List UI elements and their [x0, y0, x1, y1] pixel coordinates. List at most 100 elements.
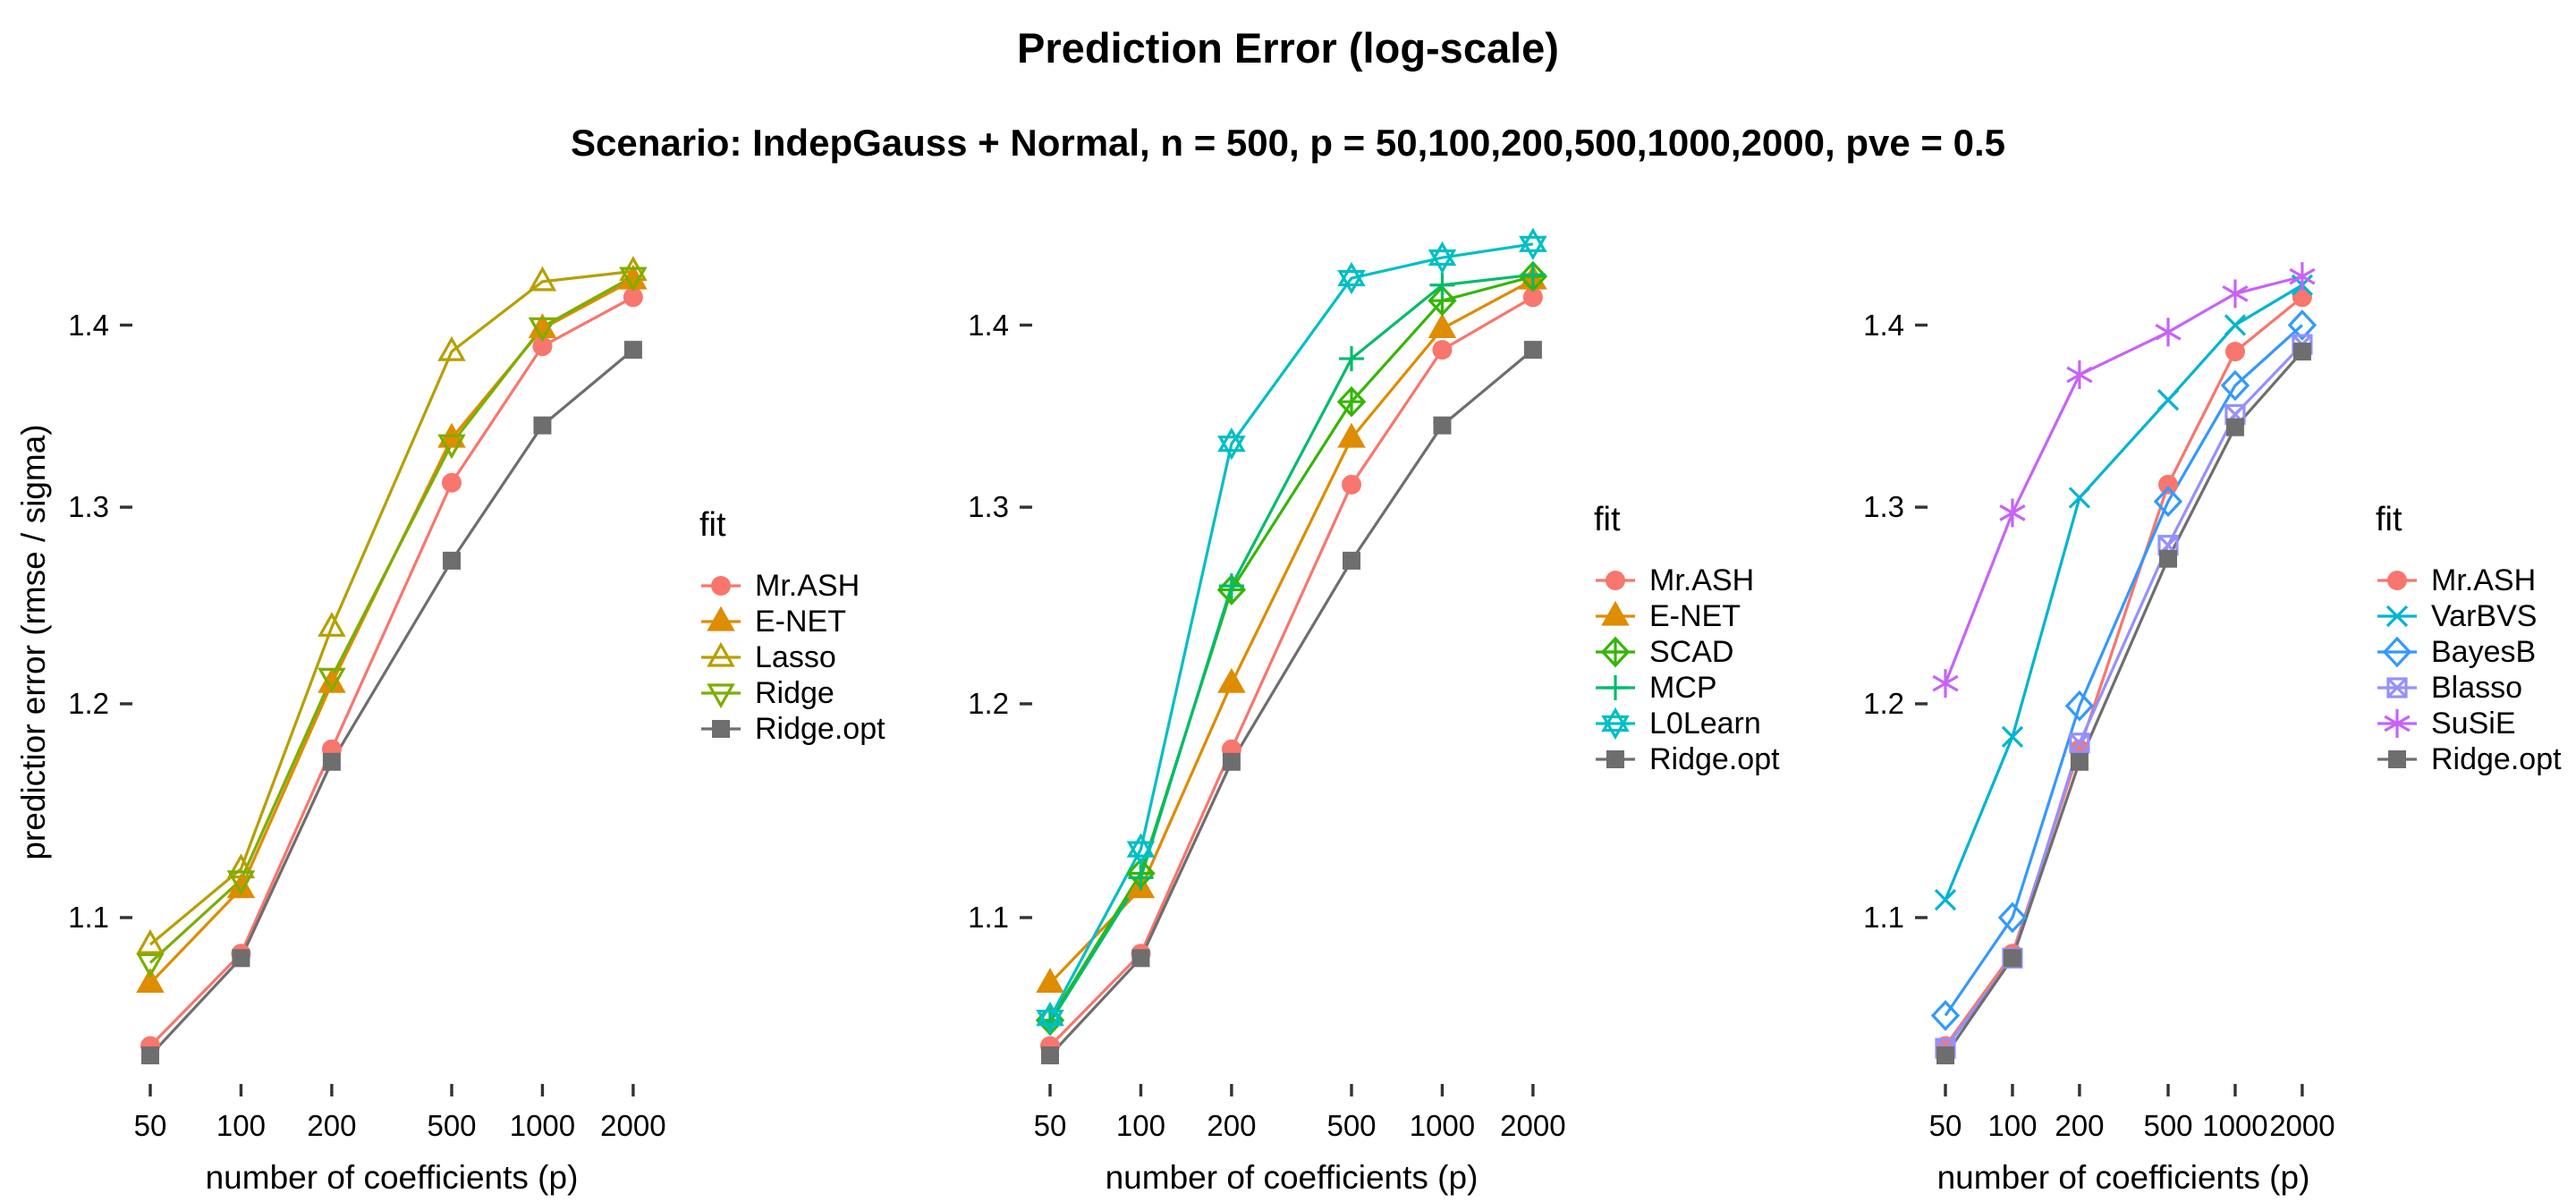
series-line-Mr.ASH	[148, 295, 634, 1047]
marker-triangle-down-open	[528, 317, 557, 343]
legend-items: Mr.ASH VarBVS BayesB Blasso SuSiE Ridge.opt	[2376, 563, 2562, 777]
series-line-Ridge	[148, 275, 634, 964]
marker-triangle-filled	[136, 968, 165, 993]
x-tick-label: 50	[1928, 1109, 1962, 1142]
legend-item-Lasso: Lasso	[699, 639, 886, 675]
x-axis-title-left: number of coefficients (p)	[205, 1159, 579, 1196]
marker-square-filled	[533, 416, 552, 435]
marker-asterisk6	[2289, 262, 2316, 292]
marker-square-filled	[1936, 1046, 1954, 1065]
series-line-Ridge.opt	[148, 348, 634, 1057]
legend-title: fit	[2376, 501, 2402, 538]
marker-asterisk6	[1999, 498, 2026, 528]
marker-star6-open	[1126, 833, 1156, 866]
legend-key-triangle-down-open-icon	[701, 683, 741, 709]
legend-item-VarBVS: VarBVS	[2376, 598, 2562, 634]
x-tick-label: 2000	[600, 1109, 666, 1142]
series-line-E-NET	[1048, 278, 1534, 985]
marker-triangle-down-open	[437, 434, 466, 460]
marker-star6-open	[1428, 241, 1457, 275]
marker-square-x-open	[2069, 732, 2090, 754]
marker-asterisk6	[1932, 669, 1959, 698]
marker-circle-filled	[2292, 287, 2312, 308]
marker-star6-open	[1036, 1001, 1064, 1035]
marker-triangle-filled	[707, 605, 735, 631]
series-line-SCAD	[1048, 275, 1534, 1021]
legend-item-Mr.ASH: Mr.ASH	[2376, 563, 2562, 598]
marker-square-filled	[2292, 343, 2311, 361]
marker-square-x-open	[2386, 677, 2408, 698]
legend-items: Mr.ASH E-NET Lasso Ridge Ridge.opt	[699, 568, 886, 747]
marker-diamond-open	[1997, 902, 2028, 934]
marker-plus	[1429, 272, 1455, 298]
marker-triangle-open	[707, 641, 735, 667]
marker-diamond-plus	[1600, 636, 1631, 668]
legend-item-label: VarBVS	[2431, 598, 2538, 633]
marker-x	[2157, 389, 2180, 411]
marker-triangle-open	[136, 928, 165, 954]
marker-x	[2385, 605, 2409, 628]
marker-diamond-open	[2220, 369, 2250, 402]
y-tick-label: 1.4	[1863, 308, 1904, 342]
marker-square-filled	[1433, 416, 1452, 435]
x-tick-label: 200	[2055, 1109, 2105, 1142]
legend-right: fit Mr.ASH VarBVS BayesB Blasso SuSiE Ridge.o…	[2376, 501, 2562, 777]
marker-circle-filled	[623, 287, 643, 308]
marker-square-filled	[232, 949, 250, 968]
legend-item-Ridge.opt: Ridge.opt	[2376, 741, 2562, 777]
x-axis-title-right: number of coefficients (p)	[1936, 1159, 2310, 1196]
marker-square-filled	[1606, 750, 1624, 768]
marker-triangle-down-open	[226, 870, 256, 896]
marker-plus	[1128, 865, 1154, 891]
series-line-Lasso	[148, 269, 634, 946]
legend-item-label: Lasso	[755, 639, 836, 674]
marker-square-filled	[712, 720, 730, 738]
legend-left: fit Mr.ASH E-NET Lasso Ridge Ridge.opt	[699, 506, 886, 747]
legend-item-label: Ridge.opt	[1649, 741, 1780, 776]
x-tick-label: 500	[1326, 1109, 1377, 1142]
marker-triangle-filled	[1337, 422, 1366, 448]
x-tick-label: 100	[216, 1109, 266, 1142]
y-tick-label: 1.1	[1863, 900, 1904, 934]
x-tick-label: 50	[133, 1109, 167, 1142]
y-tick-label: 1.2	[968, 686, 1009, 720]
marker-square-filled	[322, 752, 341, 771]
marker-triangle-filled	[226, 873, 256, 899]
x-tick-label: 1000	[1409, 1109, 1476, 1142]
marker-star6-open	[1217, 427, 1246, 461]
y-tick-label: 1.3	[968, 490, 1009, 524]
series-line-VarBVS	[1944, 284, 2303, 901]
legend-items: Mr.ASH E-NET SCAD MCP L0Learn Ridge.opt	[1594, 563, 1780, 777]
series-line-MCP	[1048, 273, 1534, 1024]
marker-square-filled	[443, 551, 461, 570]
marker-triangle-open	[226, 853, 256, 879]
legend-item-SuSiE: SuSiE	[2376, 706, 2562, 741]
marker-plus	[1218, 573, 1244, 599]
marker-square-filled	[623, 341, 642, 360]
marker-square-filled	[2388, 750, 2406, 768]
legend-key-asterisk6-icon	[2377, 709, 2417, 738]
legend-item-label: E-NET	[755, 604, 846, 639]
marker-triangle-filled	[1217, 667, 1246, 693]
legend-key-x-icon	[2377, 605, 2417, 628]
page-subtitle: Scenario: IndepGauss + Normal, n = 500, …	[571, 122, 2005, 164]
legend-item-MCP: MCP	[1594, 670, 1780, 706]
marker-triangle-down-open	[619, 267, 648, 292]
legend-item-Mr.ASH: Mr.ASH	[1594, 563, 1780, 598]
legend-item-label: Ridge.opt	[2431, 741, 2562, 776]
legend-key-triangle-filled-icon	[1596, 600, 1635, 626]
legend-item-label: Blasso	[2431, 670, 2523, 705]
legend-key-triangle-open-icon	[701, 641, 741, 667]
legend-item-label: MCP	[1649, 670, 1717, 705]
marker-square-filled	[1222, 752, 1241, 771]
marker-circle-filled	[1606, 571, 1625, 590]
y-tick-label: 1.3	[1863, 490, 1904, 524]
x-tick-label: 500	[2143, 1109, 2193, 1142]
marker-triangle-filled	[1036, 968, 1064, 993]
y-tick-label: 1.4	[968, 308, 1009, 342]
x-tick-label: 500	[427, 1109, 477, 1142]
legend-key-diamond-plus-icon	[1596, 636, 1635, 668]
x-axis-title-middle: number of coefficients (p)	[1105, 1159, 1479, 1196]
y-tick-label: 1.2	[68, 686, 109, 720]
y-axis-title: predictior error (rmse / sigma)	[15, 424, 52, 860]
